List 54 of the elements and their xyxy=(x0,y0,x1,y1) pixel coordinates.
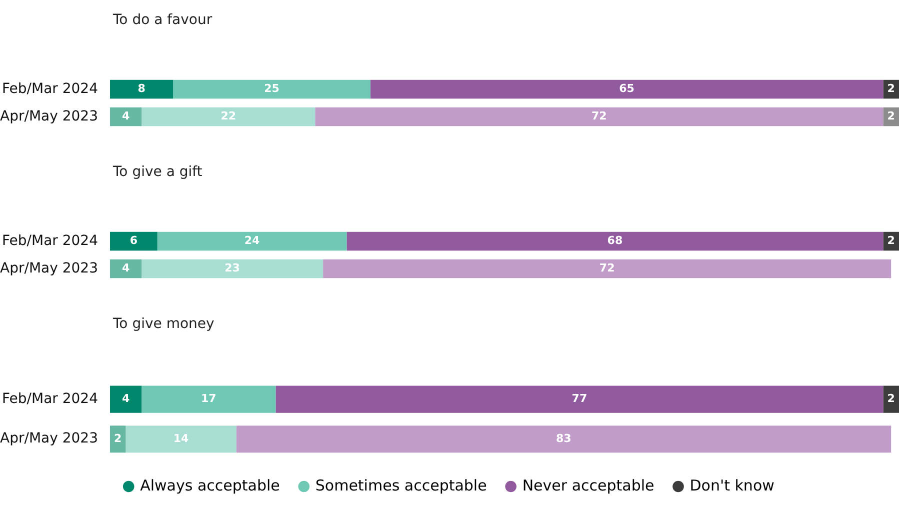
data-label: 2 xyxy=(114,432,122,445)
data-label: 2 xyxy=(887,82,895,96)
y-tick-label: Feb/Mar 2024 xyxy=(2,80,98,97)
data-label: 23 xyxy=(224,262,240,275)
bar xyxy=(157,232,347,251)
chart-title: To do a favour xyxy=(113,12,212,28)
data-label: 72 xyxy=(592,110,607,123)
chart-title: To give money xyxy=(113,316,214,332)
bar xyxy=(236,426,892,453)
data-label: 22 xyxy=(220,110,236,123)
data-label: 17 xyxy=(200,392,216,406)
data-label: 83 xyxy=(556,432,572,445)
bar xyxy=(110,80,174,99)
bar xyxy=(142,259,324,278)
data-label: 4 xyxy=(122,262,130,275)
data-label: 4 xyxy=(122,392,130,406)
bar xyxy=(142,386,276,413)
legend-label: Always acceptable xyxy=(140,476,280,494)
data-label: 65 xyxy=(619,82,634,96)
bar xyxy=(126,426,236,453)
legend-label: Never acceptable xyxy=(522,476,654,494)
bar xyxy=(883,386,899,413)
bar xyxy=(315,107,884,126)
bar xyxy=(173,80,370,99)
bar xyxy=(323,259,892,278)
y-tick-label: Feb/Mar 2024 xyxy=(2,232,98,249)
legend-label: Don't know xyxy=(690,476,774,494)
data-label: 77 xyxy=(572,392,588,406)
data-label: 2 xyxy=(887,110,895,123)
y-tick-label: Apr/May 2023 xyxy=(0,430,98,447)
data-label: 24 xyxy=(244,234,260,248)
bar xyxy=(110,259,142,278)
bar xyxy=(276,386,884,413)
bar xyxy=(110,107,142,126)
data-label: 8 xyxy=(138,82,146,96)
data-label: 25 xyxy=(264,82,280,96)
data-label: 2 xyxy=(887,392,895,406)
bar xyxy=(142,107,316,126)
data-label: 72 xyxy=(599,262,615,275)
bar xyxy=(370,80,884,99)
y-tick-label: Apr/May 2023 xyxy=(0,260,98,276)
chart-title: To give a gift xyxy=(113,164,202,180)
data-label: 2 xyxy=(887,234,895,248)
bar xyxy=(346,232,884,251)
data-label: 4 xyxy=(122,110,130,123)
bar xyxy=(110,386,142,413)
data-label: 14 xyxy=(173,432,190,445)
bar xyxy=(110,426,126,453)
data-label: 68 xyxy=(607,234,623,248)
data-label: 6 xyxy=(130,234,138,248)
y-tick-label: Apr/May 2023 xyxy=(0,108,98,124)
bar xyxy=(110,232,158,251)
y-tick-label: Feb/Mar 2024 xyxy=(2,390,98,407)
legend-label: Sometimes acceptable xyxy=(315,476,487,494)
